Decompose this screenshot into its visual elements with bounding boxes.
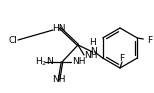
Text: N: N [90,46,97,56]
Text: H: H [89,37,96,46]
Text: NH: NH [84,50,97,60]
Text: NH: NH [52,76,65,85]
Text: HN: HN [52,24,65,32]
Text: Cl: Cl [8,36,17,44]
Text: NH: NH [72,57,85,66]
Text: F: F [147,36,152,44]
Text: F: F [120,53,125,62]
Text: H$_2$N: H$_2$N [35,56,54,68]
